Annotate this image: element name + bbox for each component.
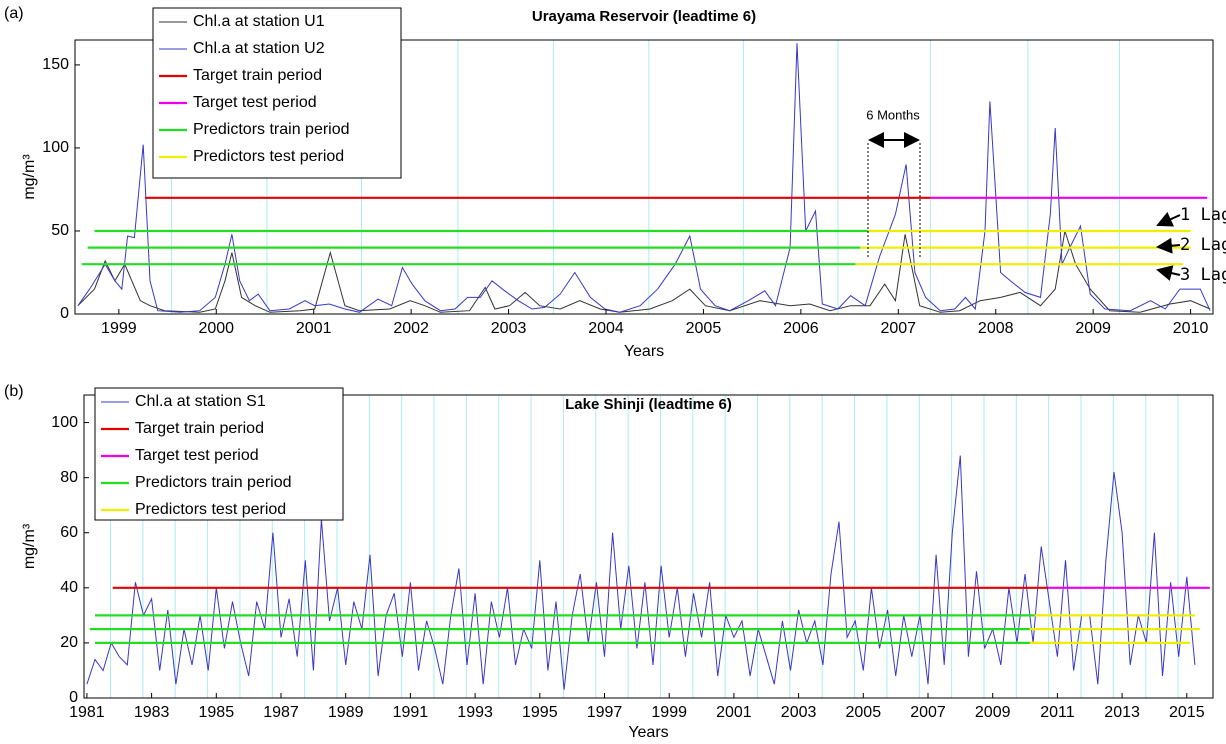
lag-arrow <box>1156 237 1181 254</box>
x-tick-label: 2001 <box>296 320 332 337</box>
panel-label: (b) <box>4 383 24 400</box>
y-axis-label: mg/m³ <box>21 154 38 200</box>
x-tick-label: 2008 <box>978 320 1014 337</box>
chart-title: Lake Shinji (leadtime 6) <box>565 396 732 413</box>
legend-label: Target train period <box>193 67 322 84</box>
lag-label: 1 Lag <box>1180 205 1226 225</box>
x-tick-label: 2001 <box>716 704 752 721</box>
data-line <box>77 230 1211 313</box>
annotation: 6 Months <box>866 107 920 122</box>
x-tick-label: 2000 <box>198 320 234 337</box>
x-axis-label: Years <box>624 343 664 360</box>
legend-label: Target train period <box>135 420 264 437</box>
x-tick-label: 2013 <box>1104 704 1140 721</box>
y-tick-label: 20 <box>60 634 78 651</box>
y-tick-label: 80 <box>60 469 78 486</box>
y-tick-label: 50 <box>51 222 69 239</box>
x-tick-label: 2015 <box>1169 704 1205 721</box>
plot-frame <box>74 39 1214 315</box>
x-tick-label: 2002 <box>393 320 429 337</box>
x-tick-label: 2009 <box>1075 320 1111 337</box>
legend-label: Chl.a at station U2 <box>193 40 325 57</box>
data-line <box>77 43 1211 313</box>
x-tick-label: 1997 <box>587 704 623 721</box>
lag-label: 3 Lag <box>1180 265 1226 285</box>
x-tick-label: 1991 <box>393 704 429 721</box>
x-tick-label: 2009 <box>975 704 1011 721</box>
legend-label: Chl.a at station U1 <box>193 13 325 30</box>
y-tick-label: 100 <box>51 414 78 431</box>
x-tick-label: 1983 <box>134 704 170 721</box>
x-tick-label: 1999 <box>651 704 687 721</box>
legend-label: Chl.a at station S1 <box>135 393 266 410</box>
legend-label: Predictors train period <box>135 474 292 491</box>
x-tick-label: 1995 <box>522 704 558 721</box>
x-tick-label: 2003 <box>781 704 817 721</box>
x-tick-label: 2003 <box>491 320 527 337</box>
x-tick-label: 2005 <box>846 704 882 721</box>
legend-label: Predictors test period <box>135 501 286 518</box>
y-tick-label: 0 <box>60 305 69 322</box>
lag-label: 2 Lag <box>1180 235 1226 255</box>
lag-arrow <box>1156 211 1181 227</box>
lag-arrow <box>1156 265 1181 281</box>
y-tick-label: 150 <box>42 56 69 73</box>
legend-label: Predictors train period <box>193 121 350 138</box>
y-tick-label: 60 <box>60 524 78 541</box>
x-tick-label: 2007 <box>880 320 916 337</box>
x-tick-label: 1999 <box>101 320 137 337</box>
x-tick-label: 1985 <box>199 704 235 721</box>
y-tick-label: 100 <box>42 139 69 156</box>
legend-label: Target test period <box>135 447 259 464</box>
x-tick-label: 2004 <box>588 320 624 337</box>
x-tick-label: 2011 <box>1040 704 1075 721</box>
y-tick-label: 40 <box>60 579 78 596</box>
x-tick-label: 2007 <box>910 704 946 721</box>
chart-title: Urayama Reservoir (leadtime 6) <box>532 8 756 25</box>
legend-box <box>152 7 402 179</box>
x-axis-label: Years <box>628 724 668 741</box>
x-tick-label: 1993 <box>457 704 493 721</box>
y-axis-label: mg/m³ <box>21 523 38 569</box>
y-tick-label: 0 <box>69 689 78 706</box>
x-tick-label: 2010 <box>1173 320 1209 337</box>
x-tick-label: 2006 <box>783 320 819 337</box>
x-tick-label: 1987 <box>263 704 299 721</box>
plot-frame <box>83 394 1214 699</box>
legend-label: Predictors test period <box>193 148 344 165</box>
panel-label: (a) <box>4 5 24 22</box>
legend-box <box>94 387 344 521</box>
x-tick-label: 1989 <box>328 704 364 721</box>
legend-label: Target test period <box>193 94 317 111</box>
x-tick-label: 1981 <box>69 704 105 721</box>
x-tick-label: 2005 <box>686 320 722 337</box>
